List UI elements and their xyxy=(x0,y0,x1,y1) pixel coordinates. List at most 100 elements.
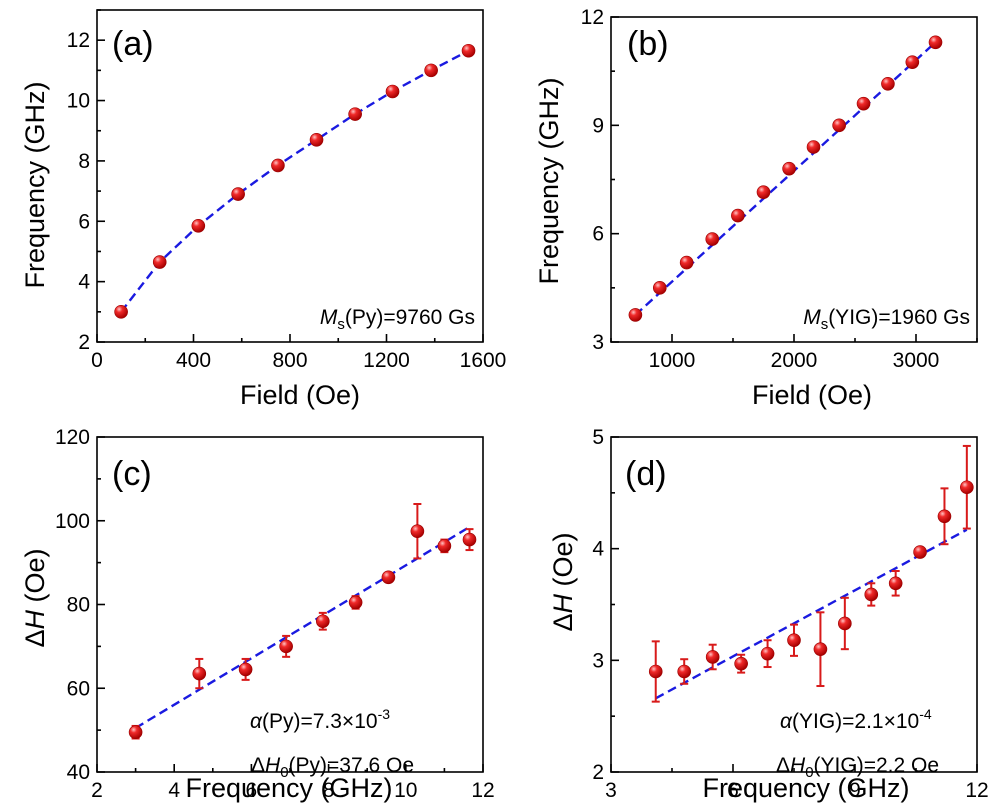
panel-c-xtick-label: 6 xyxy=(246,779,258,802)
panel-d-label: (d) xyxy=(625,455,667,493)
panel-d-xtick-label: 6 xyxy=(727,779,739,802)
panel-a-marks: 0 400 800 1200 1600 2 4 6 8 10 12 xyxy=(67,9,507,372)
panel-b-data-point xyxy=(782,161,796,176)
panel-a-ylabel: Frequency (GHz) xyxy=(20,81,50,288)
panel-d-annotation-alpha: α(YIG)=2.1×10-4 xyxy=(780,706,932,733)
panel-b-ytick-label: 6 xyxy=(592,223,604,246)
panel-b-ytick-label: 9 xyxy=(592,114,604,137)
panel-d-fit-line xyxy=(655,528,968,700)
panel-c-annotation-alpha: α(Py)=7.3×10-3 xyxy=(250,706,390,733)
panel-d-annotation-dh0: ΔH0(YIG)=2.2 Oe xyxy=(776,754,939,781)
panel-a-data-point xyxy=(231,187,245,201)
panel-b-label: (b) xyxy=(627,25,669,63)
panel-b-data-point xyxy=(756,185,771,199)
panel-d-data-point xyxy=(960,480,974,495)
panel-c-data-point xyxy=(462,532,477,547)
panel-c-data-point xyxy=(410,524,425,539)
panel-c-data-point xyxy=(192,666,207,681)
panel-a-ytick-label: 2 xyxy=(78,331,90,354)
panel-a-xtick-label: 1200 xyxy=(363,349,410,372)
panel-c-xtick-label: 8 xyxy=(323,779,335,802)
panel-c-ytick-label: 60 xyxy=(67,677,90,700)
panel-b-xlabel: Field (Oe) xyxy=(752,380,872,410)
panel-c-xtick-label: 12 xyxy=(471,779,494,802)
panel-a-xtick-label: 0 xyxy=(91,349,103,372)
panel-d-xtick-label: 9 xyxy=(849,779,861,802)
panel-c-xtick-label: 10 xyxy=(394,779,417,802)
panel-c-ytick-label: 40 xyxy=(67,761,90,784)
panel-b-data-point xyxy=(652,281,667,295)
panel-d-data-point xyxy=(787,633,801,648)
panel-a-data-point xyxy=(309,132,324,147)
panel-b-data-point xyxy=(628,308,643,322)
panel-a-xtick-label: 400 xyxy=(176,349,211,372)
panel-b-data-point xyxy=(832,118,846,133)
panel-a-ytick-label: 12 xyxy=(67,29,90,52)
panel-d-data-point xyxy=(937,509,952,524)
panel-a-annotation: Ms(Py)=9760 Gs xyxy=(320,306,475,333)
panel-c-ytick-label: 120 xyxy=(55,426,90,449)
panel-d-data-point xyxy=(648,664,663,679)
panel-a-xtick-label: 1600 xyxy=(460,349,507,372)
panel-b-xtick-label: 3000 xyxy=(893,349,940,372)
panel-d-ytick-label: 4 xyxy=(592,538,604,561)
panel-c-ytick-label: 80 xyxy=(67,594,90,617)
panel-a-data-point xyxy=(191,219,206,233)
panel-c-data-point xyxy=(437,539,452,553)
panel-b-annotation: Ms(YIG)=1960 Gs xyxy=(803,306,970,333)
panel-d-ylabel: ΔH (Oe) xyxy=(548,532,578,631)
panel-d-ytick-label: 2 xyxy=(592,761,604,784)
panel-a-xlabel: Field (Oe) xyxy=(240,380,360,410)
panel-d-data-point xyxy=(734,656,748,671)
panel-b-data-point xyxy=(928,35,943,50)
panel-c-ytick-label: 100 xyxy=(55,510,90,533)
panel-c-label: (c) xyxy=(112,455,152,493)
panel-a-ytick-label: 8 xyxy=(78,150,90,173)
panel-d-data-point xyxy=(864,587,879,602)
panel-a-ytick-label: 6 xyxy=(78,210,90,233)
panel-b: 1000 2000 3000 3 6 9 12 (b) Field (Oe) Frequen… xyxy=(534,6,978,410)
panel-c-annotation-dh0: ΔH0(Py)=37.6 Oe xyxy=(251,754,414,781)
panel-b-data-point xyxy=(806,140,821,154)
panel-b-ytick-label: 12 xyxy=(581,6,604,29)
panel-c-ylabel: ΔH (Oe) xyxy=(20,548,50,647)
panel-c-data-point xyxy=(381,570,396,585)
panel-b-data-point xyxy=(905,55,920,69)
panel-a-data-point xyxy=(461,43,476,58)
panel-b-data-point xyxy=(856,96,871,111)
panel-c: 2 4 6 8 10 12 40 60 80 100 120 (c) Frequency (GHz)… xyxy=(20,426,495,803)
panel-b-frame xyxy=(610,16,978,343)
panel-a-ytick-label: 4 xyxy=(78,271,90,294)
panel-c-data-point xyxy=(316,614,330,629)
panel-b-ylabel: Frequency (GHz) xyxy=(534,77,564,284)
panel-d-data-point xyxy=(813,642,828,656)
panel-c-marks: 2 4 6 8 10 12 40 60 80 100 120 xyxy=(55,426,495,802)
panel-a-data-point xyxy=(348,107,362,121)
panel-d-data-point xyxy=(838,616,852,631)
panel-a-label: (a) xyxy=(112,25,154,63)
panel-b-data-point xyxy=(881,77,895,91)
panel-d-xlabel: Frequency (GHz) xyxy=(702,773,909,803)
panel-a-data-point xyxy=(114,305,128,319)
panel-d-data-point xyxy=(760,646,775,661)
panel-b-xtick-label: 2000 xyxy=(771,349,818,372)
panel-d-data-point xyxy=(913,545,927,559)
panel-b-marks: 1000 2000 3000 3 6 9 12 xyxy=(581,6,978,372)
panel-c-data-point xyxy=(238,662,253,677)
panel-a-data-point xyxy=(152,255,167,269)
panel-c-data-point xyxy=(348,595,363,610)
panel-c-fit-line xyxy=(134,525,471,730)
panel-a-data-point xyxy=(271,158,285,173)
panel-d-xtick-label: 12 xyxy=(965,779,988,802)
panel-a-data-point xyxy=(424,63,438,78)
panel-a: 0 400 800 1200 1600 2 4 6 8 10 12 (a) Field (Oe) F… xyxy=(20,9,507,410)
panel-c-xlabel: Frequency (GHz) xyxy=(185,773,392,803)
panel-a-xtick-label: 800 xyxy=(272,349,307,372)
panel-a-fit-line xyxy=(120,49,470,313)
panel-c-data-point xyxy=(128,725,143,740)
panel-b-data-point xyxy=(731,208,745,223)
panel-c-xtick-label: 2 xyxy=(91,779,103,802)
